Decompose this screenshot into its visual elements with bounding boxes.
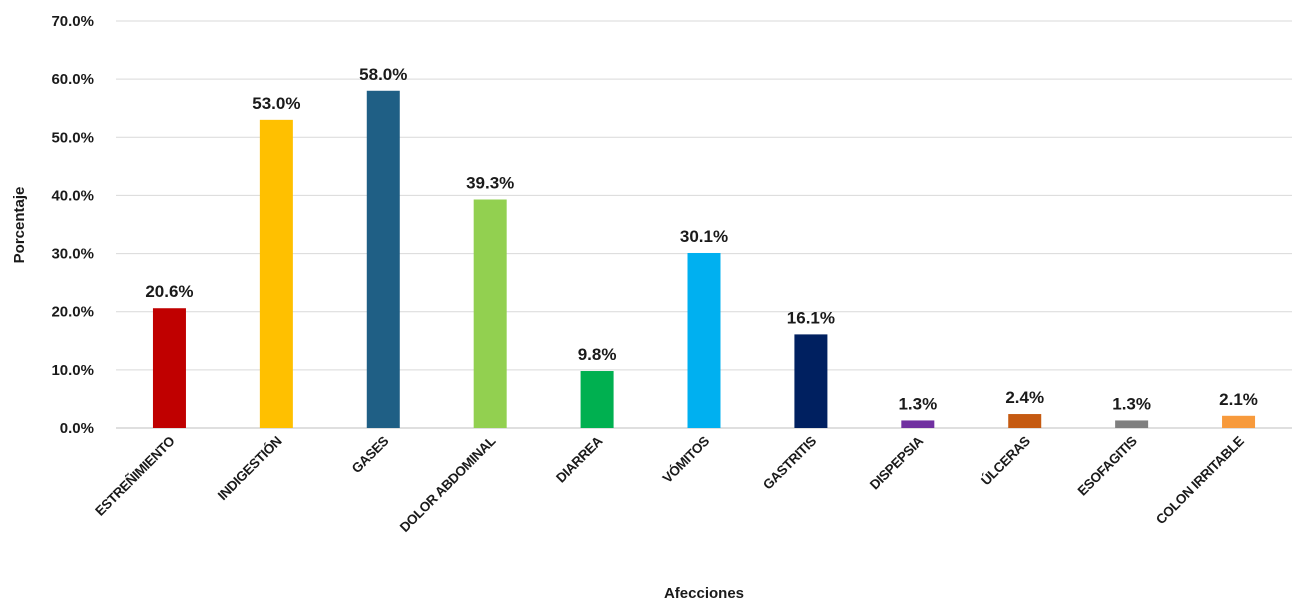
y-axis-ticks: 0.0% 10.0% 20.0% 30.0% 40.0% 50.0% 60.0% 70.0% (51, 13, 94, 437)
data-label: 2.1% (1219, 390, 1258, 409)
bar (259, 119, 293, 428)
bar (794, 334, 828, 428)
y-tick-label: 70.0% (51, 13, 94, 30)
x-category-label: GASES (349, 433, 392, 476)
bar (1008, 414, 1042, 428)
data-label: 2.4% (1005, 388, 1044, 407)
y-tick-label: 60.0% (51, 71, 94, 88)
y-tick-label: 30.0% (51, 246, 94, 263)
bar (1115, 420, 1149, 428)
bar (366, 90, 400, 429)
bar (1222, 415, 1256, 428)
bar (901, 420, 935, 428)
data-label: 1.3% (898, 394, 937, 413)
x-category-label: INDIGESTIÓN (215, 434, 285, 504)
x-category-label: DIARREA (553, 433, 606, 486)
data-label: 16.1% (787, 308, 835, 327)
bar (687, 252, 721, 428)
data-label: 1.3% (1112, 394, 1151, 413)
x-category-label: VÓMITOS (660, 433, 713, 486)
data-label: 39.3% (466, 173, 514, 192)
y-tick-label: 0.0% (60, 420, 94, 437)
y-tick-label: 10.0% (51, 362, 94, 379)
x-category-label: GASTRITIS (760, 433, 819, 492)
bars (152, 90, 1256, 429)
x-category-label: DISPEPSIA (867, 433, 926, 492)
data-label: 20.6% (145, 282, 193, 301)
x-axis-categories: ESTREÑIMIENTO INDIGESTIÓN GASES DOLOR ABDOM… (92, 433, 1247, 535)
y-axis-title: Porcentaje (11, 187, 28, 264)
data-label: 58.0% (359, 65, 407, 84)
data-label: 30.1% (680, 227, 728, 246)
bar (580, 371, 614, 428)
x-category-label: ESOFAGITIS (1075, 433, 1140, 498)
x-category-label: ÚLCERAS (978, 433, 1033, 488)
bar (473, 199, 507, 428)
y-tick-label: 20.0% (51, 304, 94, 321)
data-labels: 20.6% 53.0% 58.0% 39.3% 9.8% 30.1% 16.1% 1.3% 2.… (145, 65, 1258, 414)
y-tick-label: 50.0% (51, 129, 94, 146)
x-category-label: ESTREÑIMIENTO (92, 434, 177, 519)
data-label: 53.0% (252, 94, 300, 113)
y-tick-label: 40.0% (51, 187, 94, 204)
data-label: 9.8% (578, 345, 617, 364)
x-category-label: DOLOR ABDOMINAL (397, 433, 499, 535)
bar (152, 308, 186, 428)
x-axis-title: Afecciones (664, 585, 744, 602)
x-category-label: COLON IRRITABLE (1153, 433, 1247, 527)
